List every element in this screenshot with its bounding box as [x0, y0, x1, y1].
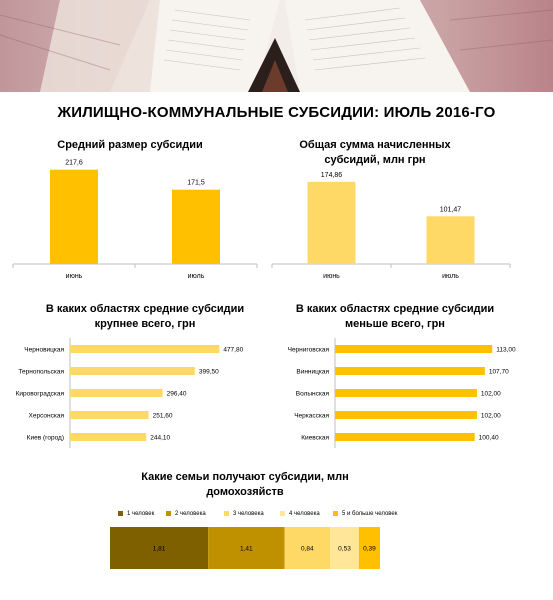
bar-value-label: 174,86 — [321, 172, 343, 179]
bar-value-label: 244,10 — [150, 435, 170, 442]
legend-swatch — [333, 510, 338, 516]
stacked-segment — [110, 527, 209, 569]
y-tick-label: Киев (город) — [27, 435, 64, 442]
x-tick-label: июнь — [66, 273, 83, 280]
bar — [335, 389, 477, 397]
segment-value-label: 0,53 — [338, 546, 351, 553]
bar-value-label: 100,40 — [479, 435, 499, 442]
y-tick-label: Херсонская — [29, 413, 65, 420]
bar — [335, 433, 475, 441]
stacked-segment — [284, 527, 331, 569]
legend-item: 3 человека — [224, 510, 264, 518]
bar-value-label: 171,5 — [187, 180, 205, 187]
chart-title-total-subsidy: Общая сумма начисленных субсидий, млн гр… — [299, 139, 451, 166]
legend-swatch — [118, 510, 123, 516]
bar-value-label: 251,60 — [153, 413, 173, 420]
legend-swatch — [280, 510, 285, 516]
legend-label: 5 и больше человек — [342, 511, 398, 517]
segment-value-label: 1,41 — [240, 546, 253, 553]
legend-item: 2 человека — [166, 510, 206, 518]
stacked-segment — [330, 527, 359, 569]
legend-label: 1 человек — [127, 511, 155, 517]
bar — [335, 345, 493, 353]
legend-label: 3 человека — [233, 511, 264, 517]
y-tick-label: Черновицкая — [24, 347, 64, 354]
y-tick-label: Киевская — [301, 435, 329, 442]
bar — [426, 216, 475, 264]
chart-largest-regions: Черновицкая 477,80 Тернопольская 399,50 Киро… — [16, 338, 244, 448]
bar — [50, 169, 98, 264]
chart-legend: 1 человек 2 человека 3 человека 4 человека 5… — [118, 510, 397, 520]
bar-value-label: 217,6 — [65, 160, 83, 167]
y-tick-label: Тернопольская — [18, 369, 64, 376]
bar — [335, 367, 485, 375]
chart-household-size: 1,81 1,41 0,84 0,53 0,39 — [110, 527, 380, 569]
chart-title-smallest-regions: В каких областях средние субсидии меньше… — [295, 303, 495, 330]
bar-value-label: 399,50 — [199, 369, 219, 376]
page-title: ЖИЛИЩНО-КОММУНАЛЬНЫЕ СУБСИДИИ: ИЮЛЬ 2016… — [57, 104, 496, 121]
y-tick-label: Кировоградская — [16, 391, 65, 398]
chart-average-subsidy: 217,6 июнь 171,5 июль — [12, 160, 258, 280]
chart-smallest-regions: Черниговская 113,00 Винницкая 107,70 Волынск… — [288, 338, 516, 448]
bar — [307, 181, 356, 264]
legend-swatch — [166, 510, 171, 516]
bar — [335, 411, 477, 419]
x-tick-label: июль — [442, 273, 459, 280]
bar-value-label: 102,00 — [481, 413, 501, 420]
bar-value-label: 107,70 — [489, 369, 509, 376]
legend-item: 5 и больше человек — [333, 510, 397, 518]
header-banner-image — [0, 0, 553, 92]
bar — [70, 345, 220, 353]
y-tick-label: Волынская — [296, 391, 330, 398]
legend-swatch — [224, 510, 229, 516]
chart-title-household-size: Какие семьи получают субсидии, млн домох… — [141, 471, 349, 498]
bar-value-label: 102,00 — [481, 391, 501, 398]
segment-value-label: 0,39 — [363, 546, 376, 553]
chart-title-average-subsidy: Средний размер субсидии — [57, 139, 203, 151]
bar — [70, 389, 163, 397]
stacked-segment — [358, 527, 380, 569]
y-tick-label: Черкасская — [294, 413, 329, 420]
legend-item: 4 человека — [280, 510, 320, 518]
chart-title-largest-regions: В каких областях средние субсидии крупне… — [45, 303, 245, 330]
bar — [172, 189, 220, 264]
x-tick-label: июль — [188, 273, 205, 280]
y-tick-label: Винницкая — [296, 369, 329, 376]
bar — [70, 411, 149, 419]
bar-value-label: 477,80 — [223, 347, 243, 354]
bar-value-label: 113,00 — [496, 347, 516, 354]
legend-label: 4 человека — [289, 511, 320, 517]
y-tick-label: Черниговская — [288, 347, 330, 354]
segment-value-label: 0,84 — [301, 546, 314, 553]
stacked-segment — [208, 527, 285, 569]
bar — [70, 433, 147, 441]
segment-value-label: 1,81 — [153, 546, 166, 553]
chart-total-subsidy: 174,86 июнь 101,47 июль — [271, 172, 511, 280]
bar — [70, 367, 195, 375]
legend-item: 1 человек — [118, 510, 154, 518]
bar-value-label: 101,47 — [440, 206, 462, 213]
bar-value-label: 296,40 — [167, 391, 187, 398]
x-tick-label: июнь — [323, 273, 340, 280]
legend-label: 2 человека — [175, 511, 206, 517]
